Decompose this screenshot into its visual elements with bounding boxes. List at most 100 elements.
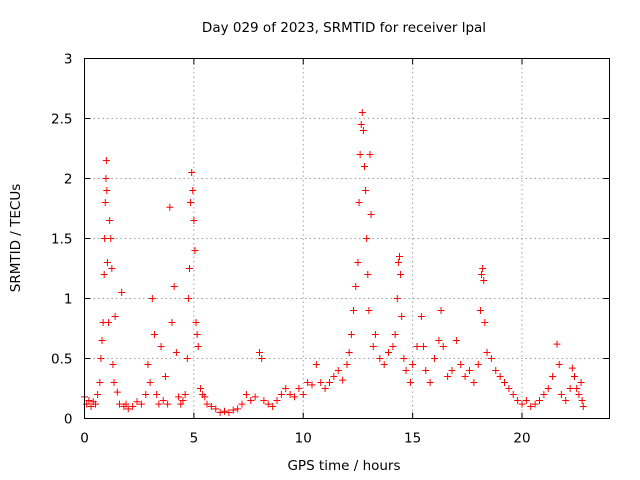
data-point [339,376,347,384]
data-point [142,391,150,398]
data-point [161,373,169,380]
data-point [111,313,119,320]
data-point [555,361,563,368]
data-point [483,349,491,356]
data-point [487,355,495,362]
data-point [505,385,513,392]
data-point [409,361,417,368]
data-point [186,265,193,272]
data-point [203,400,211,408]
data-point [579,403,587,410]
data-point [439,343,447,350]
y-tick-label: 1 [64,292,73,308]
data-point [362,187,370,194]
data-point [397,271,405,278]
data-point [181,391,189,398]
data-point [578,397,586,404]
data-point [367,211,375,218]
data-point [544,385,552,392]
data-point [365,307,373,314]
data-point [295,385,303,392]
data-point [251,393,259,401]
data-point [474,361,482,368]
data-point [531,400,539,408]
data-point [422,367,430,374]
data-point [122,400,130,408]
data-point [108,265,116,272]
data-point [157,343,165,350]
y-tick-label: 1.5 [51,232,72,248]
y-tick-label: 2 [64,172,73,188]
y-tick-label: 0.5 [51,352,72,368]
data-point [103,187,111,194]
data-point [420,343,428,350]
data-point [286,391,294,398]
data-point [369,343,377,350]
data-point [518,400,526,408]
data-point [437,307,445,314]
data-point [264,400,272,408]
data-point [106,217,114,224]
data-point [452,337,460,344]
y-axis-label: SRMTID / TECUs [8,184,24,292]
data-point [330,373,338,380]
data-point [258,355,266,362]
data-point [113,388,121,396]
data-point [481,319,489,326]
data-point [188,169,196,176]
data-point [221,407,228,415]
data-point [402,367,410,374]
data-point [238,400,246,408]
data-point [461,373,469,380]
data-point [187,199,195,206]
data-point [101,199,109,206]
data-point [291,393,298,401]
data-point [435,337,443,344]
y-axis-ticks: 0 0.5 1 1.5 2 2.5 3 [51,52,610,428]
data-point [573,385,581,392]
data-point [247,397,255,404]
data-point [394,259,402,266]
data-point [124,405,132,413]
data-point [107,235,115,242]
data-point [476,307,484,314]
plot-frame [84,58,610,419]
data-point [164,400,172,408]
data-point [110,379,118,386]
data-point [85,397,93,404]
chart-title: Day 029 of 2023, SRMTID for receiver lpa… [202,20,486,36]
data-point [116,400,123,408]
data-point [522,397,530,404]
data-point [179,397,187,404]
data-point [355,199,363,206]
data-point [277,391,285,398]
data-point [400,355,408,362]
data-point [192,319,200,326]
data-point [242,391,250,398]
data-point [168,319,176,326]
data-point [350,307,358,314]
data-point [151,331,158,338]
data-point [363,235,371,242]
data-point [212,405,220,413]
data-point [260,397,268,404]
data-point [96,379,104,386]
data-point [356,151,364,158]
data-point [343,361,351,368]
data-point [553,340,561,348]
data-point [514,397,522,404]
data-point [144,361,152,368]
data-point [354,259,362,266]
data-point [478,271,486,278]
data-point [146,379,154,386]
data-point [557,391,565,398]
data-point [509,391,517,398]
data-point [347,331,355,338]
data-point [175,393,183,401]
data-point [304,379,312,386]
data-point [102,157,110,164]
data-point [431,355,438,362]
data-point [269,403,277,410]
data-point [100,271,108,278]
